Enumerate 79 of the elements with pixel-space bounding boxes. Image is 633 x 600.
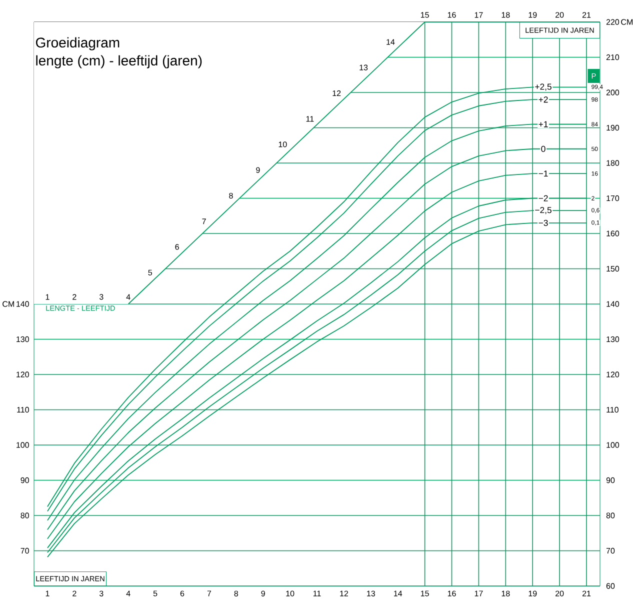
y-tick-label: 110: [17, 406, 29, 413]
annotation: 2: [72, 294, 76, 300]
y2-tick-label: 70: [606, 548, 615, 554]
x-tick-label: 2: [72, 590, 76, 596]
x2-tick-label: 19: [528, 12, 537, 18]
y2-axis-title: CM: [621, 19, 633, 25]
x-tick-label: 17: [474, 590, 483, 596]
y2-tick-label: 80: [606, 512, 615, 518]
annotation: 8: [229, 192, 233, 199]
y-tick-label: 80: [20, 512, 29, 518]
x-tick-label: 10: [286, 590, 294, 596]
x-tick-label: 18: [502, 590, 510, 596]
y2-tick-label: 180: [606, 160, 620, 166]
y2-tick-label: 150: [606, 266, 620, 272]
x2-tick-label: 20: [556, 12, 564, 18]
x-tick-label: 4: [126, 590, 130, 596]
x-tick-label: 6: [180, 590, 184, 596]
y2-tick-label: 210: [606, 54, 620, 60]
annotation: 1: [46, 294, 50, 300]
y2-tick-label: 140: [606, 301, 620, 307]
series-label: −3: [538, 220, 548, 226]
x2-tick-label: 18: [502, 12, 510, 18]
y2-tick-label: 100: [606, 442, 620, 448]
annotation: 4: [126, 294, 130, 300]
text: Groeidiagram: [36, 37, 120, 50]
annotation: 3: [99, 294, 104, 300]
series-label: +2,5: [535, 84, 552, 91]
x-tick-label: 11: [313, 590, 321, 596]
y2-tick-label: 130: [606, 336, 620, 342]
y2-tick-label: 60: [606, 583, 615, 589]
annotation: 14: [386, 39, 395, 45]
y2-tick-label: 190: [606, 124, 620, 131]
x-tick-label: 16: [448, 590, 456, 596]
x-tick-label: 8: [234, 590, 238, 596]
annotation: 9: [256, 167, 260, 173]
x-tick-label: 7: [207, 590, 212, 596]
y-tick-label: 130: [16, 336, 29, 342]
x-tick-label: 3: [99, 590, 104, 596]
y2-tick-label: 200: [606, 90, 620, 96]
y-axis-title: CM: [2, 301, 14, 307]
annotation: 5: [148, 270, 152, 276]
annotation: 6: [175, 244, 179, 250]
text: lengte (cm) - leeftijd (jaren): [36, 55, 202, 68]
x2-tick-label: 16: [448, 12, 456, 18]
y-tick-label: 140: [16, 301, 29, 307]
y-tick-label: 70: [20, 548, 29, 554]
annotation: 7: [202, 218, 206, 224]
annotation: 10: [278, 142, 287, 148]
x-tick-label: 19: [528, 590, 537, 596]
annotation: 13: [360, 64, 368, 70]
x2-tick-label: 17: [474, 12, 483, 18]
x-tick-label: 5: [153, 590, 158, 596]
annotation: 11: [306, 116, 314, 122]
x-tick-label: 21: [582, 590, 591, 596]
y2-tick-label: 120: [606, 372, 620, 378]
series-label: −2,5: [535, 207, 552, 214]
series-label: 0: [541, 146, 546, 152]
x2-tick-label: 15: [420, 12, 429, 18]
x-tick-label: 12: [340, 590, 348, 596]
x2-tick-label: 21: [582, 12, 591, 18]
y2-tick-label: 160: [606, 230, 620, 236]
y-tick-label: 120: [16, 372, 29, 378]
x-tick-label: 13: [367, 590, 375, 596]
x-tick-label: 1: [46, 590, 50, 596]
y2-tick-label: 90: [606, 477, 615, 484]
y-tick-label: 100: [16, 442, 29, 448]
series-label: +1: [538, 121, 548, 128]
series-label: +2: [538, 96, 548, 103]
x-tick-label: 15: [420, 590, 429, 596]
y2-tick-label: 110: [606, 406, 618, 413]
series-label: −1: [538, 170, 548, 177]
y2-tick-label: 170: [606, 195, 620, 202]
y2-tick-label: 220: [606, 19, 620, 25]
x-tick-label: 9: [261, 590, 265, 596]
annotation: 12: [332, 90, 341, 96]
series-label: −2: [538, 195, 548, 202]
y-tick-label: 90: [20, 477, 29, 484]
x-tick-label: 14: [394, 590, 402, 596]
x-tick-label: 20: [556, 590, 564, 596]
